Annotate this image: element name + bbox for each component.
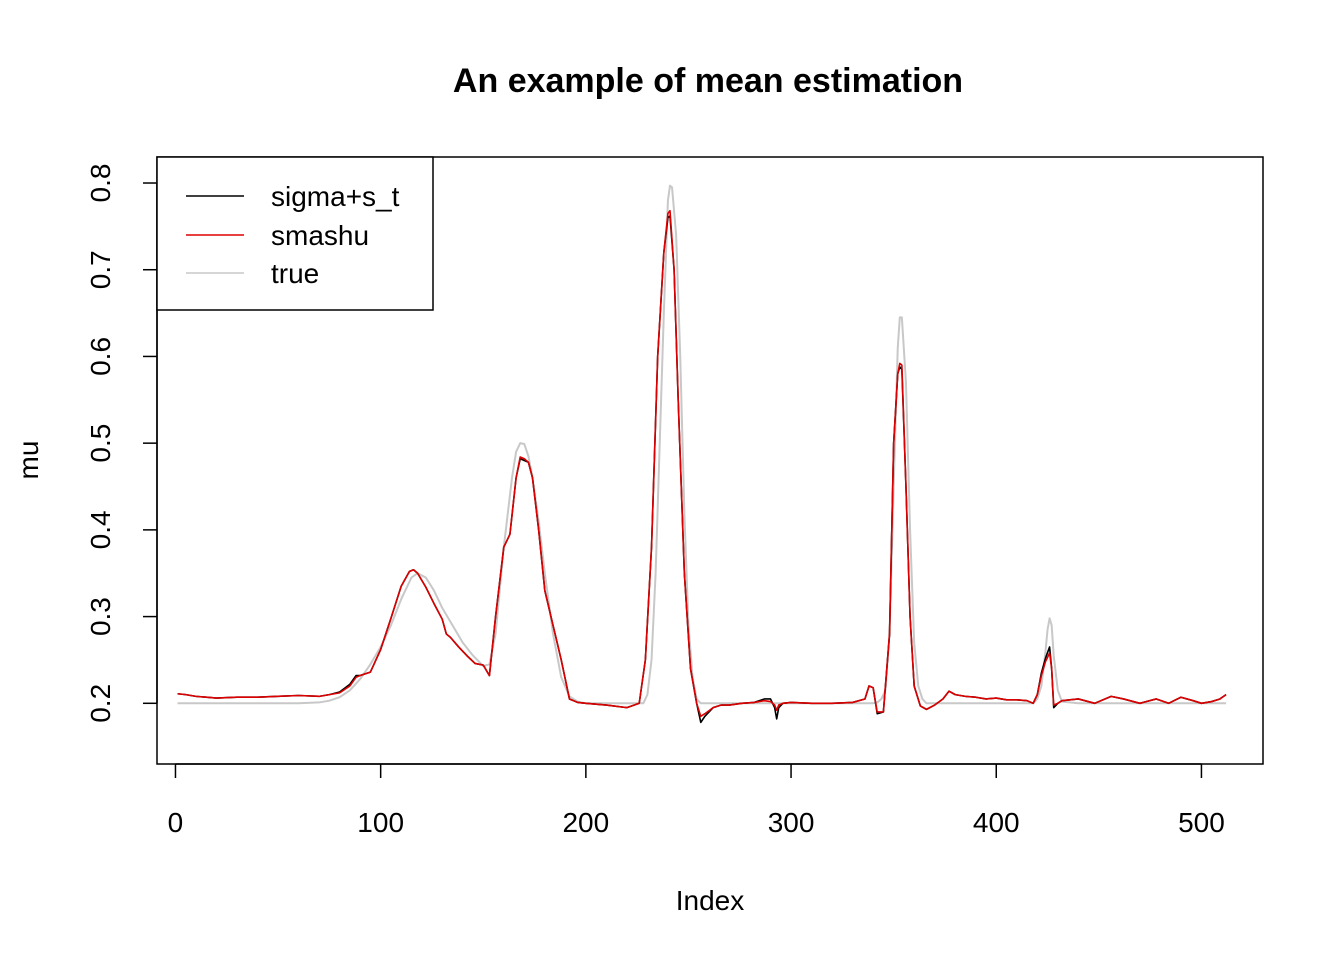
x-tick-label: 100	[357, 807, 404, 838]
series-line-smashu	[177, 209, 1227, 718]
y-axis-label: mu	[13, 441, 44, 480]
plot-series	[177, 184, 1227, 724]
x-axis: 0 100 200 300 400 500	[168, 763, 1225, 838]
y-tick-label: 0.2	[85, 684, 116, 723]
legend-box	[156, 156, 434, 311]
series-line-true	[177, 184, 1227, 705]
plot-frame	[156, 156, 1264, 765]
legend-label-smashu: smashu	[271, 220, 369, 251]
y-tick-label: 0.5	[85, 424, 116, 463]
x-tick-label: 400	[973, 807, 1020, 838]
y-tick-label: 0.7	[85, 250, 116, 289]
x-tick-label: 0	[168, 807, 184, 838]
y-tick-label: 0.3	[85, 597, 116, 636]
legend: sigma+s_t smashu true	[156, 156, 434, 311]
y-tick-label: 0.4	[85, 510, 116, 549]
y-tick-label: 0.6	[85, 337, 116, 376]
x-tick-label: 200	[562, 807, 609, 838]
x-axis-label: Index	[676, 885, 745, 916]
x-tick-label: 500	[1178, 807, 1225, 838]
y-tick-label: 0.8	[85, 164, 116, 203]
chart-title: An example of mean estimation	[453, 62, 963, 100]
legend-label-sigma-s-t: sigma+s_t	[271, 181, 400, 212]
legend-label-true: true	[271, 258, 319, 289]
x-tick-label: 300	[768, 807, 815, 838]
